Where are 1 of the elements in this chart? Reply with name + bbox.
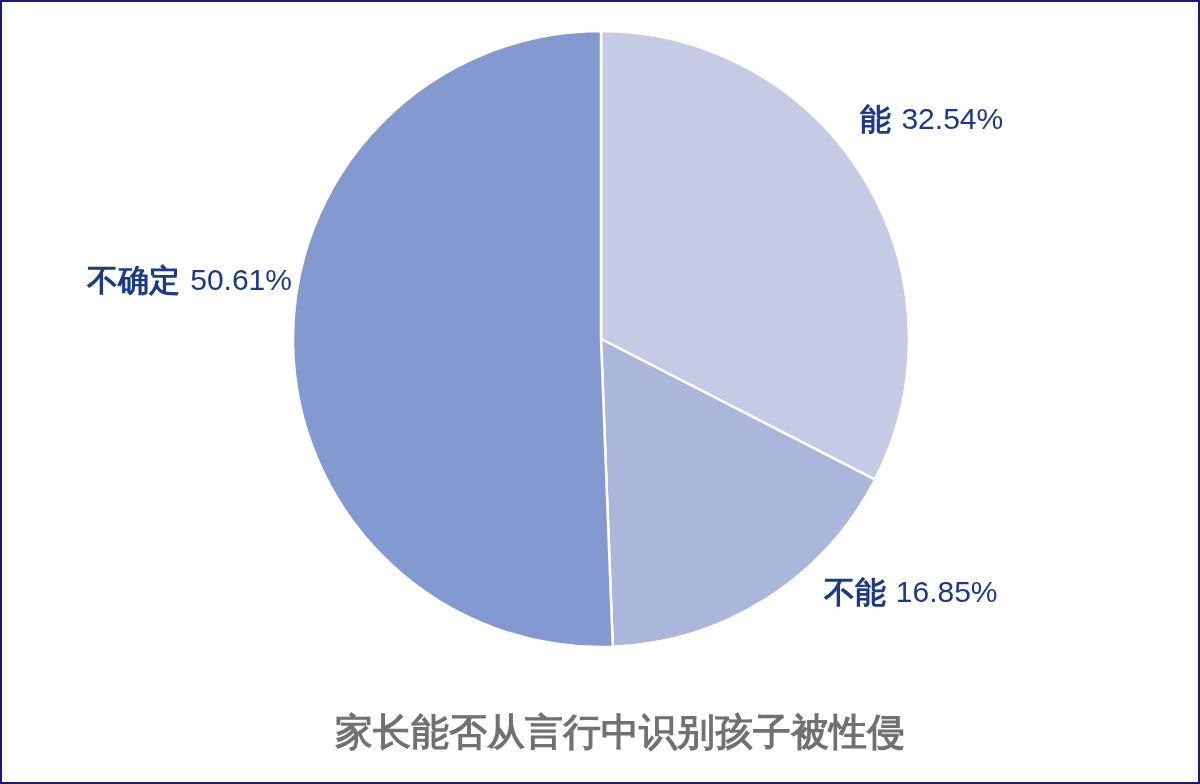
title: 家长能否从言行中识别孩子被性侵 [335, 709, 905, 754]
